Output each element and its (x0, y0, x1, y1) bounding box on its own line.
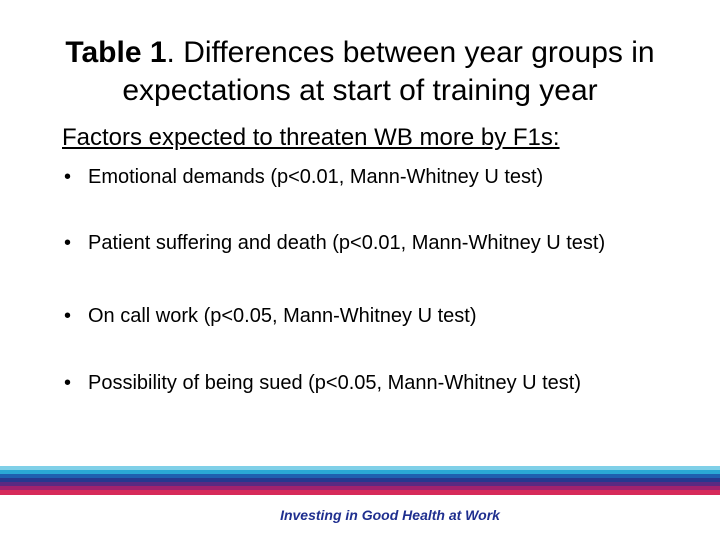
bullet: Emotional demands (p<0.01, Mann-Whitney … (62, 164, 682, 191)
stripe (0, 486, 720, 490)
bullet: Patient suffering and death (p<0.01, Man… (62, 230, 682, 257)
subtitle: Factors expected to threaten WB more by … (62, 124, 560, 151)
stripe (0, 478, 720, 482)
title-text: . Differences between year groups in exp… (122, 36, 655, 107)
stripe (0, 482, 720, 486)
bullet: Possibility of being sued (p<0.05, Mann-… (62, 370, 682, 397)
bullet-list: Emotional demands (p<0.01, Mann-Whitney … (62, 164, 682, 397)
slide-title: Table 1. Differences between year groups… (40, 34, 680, 110)
stripe (0, 490, 720, 495)
bullet: On call work (p<0.05, Mann-Whitney U tes… (62, 303, 682, 330)
stripe (0, 474, 720, 478)
title-label: Table 1 (65, 36, 167, 69)
decorative-stripes (0, 466, 720, 495)
footer: Investing in Good Health at Work (280, 507, 500, 523)
stripe (0, 470, 720, 474)
stripe (0, 466, 720, 470)
